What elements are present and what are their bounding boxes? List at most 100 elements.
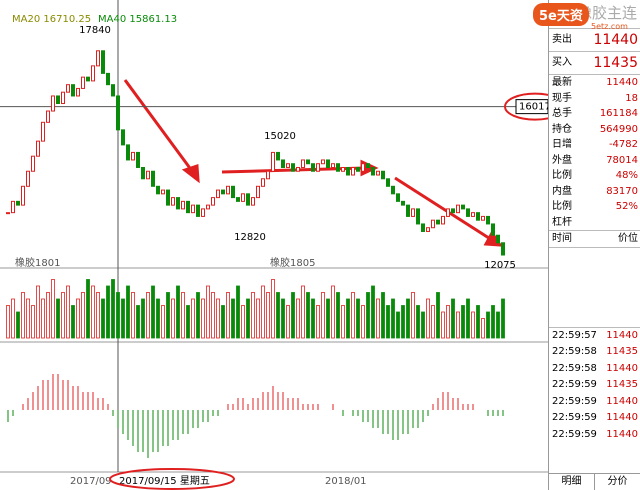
volume-bar bbox=[316, 305, 320, 339]
trade-price: 11435 bbox=[606, 379, 638, 390]
candle bbox=[6, 212, 10, 215]
candle bbox=[171, 197, 175, 206]
volume-bar bbox=[396, 311, 400, 339]
candle bbox=[381, 170, 385, 180]
volume-bar bbox=[111, 279, 115, 339]
volume-bar bbox=[201, 298, 205, 339]
quote-label: 最新 bbox=[552, 77, 572, 88]
volume-bar bbox=[321, 292, 325, 339]
volume-bar bbox=[281, 298, 285, 339]
candle bbox=[321, 159, 325, 165]
quote-label: 日增 bbox=[552, 139, 572, 150]
tab[interactable]: 分价 bbox=[595, 474, 640, 490]
volume-bar bbox=[401, 305, 405, 339]
candle bbox=[341, 166, 345, 172]
trade-price: 11440 bbox=[606, 395, 638, 407]
volume-bar bbox=[91, 285, 95, 339]
quote-value: -4782 bbox=[608, 139, 638, 150]
price-label: 12075 bbox=[484, 260, 516, 271]
quote-label: 比例 bbox=[552, 170, 572, 181]
volume-bar bbox=[166, 292, 170, 339]
volume-bar bbox=[421, 311, 425, 339]
candle bbox=[436, 219, 440, 225]
volume-bar bbox=[426, 298, 430, 339]
volume-bar bbox=[66, 285, 70, 339]
cursor-price: 16017 bbox=[519, 102, 548, 113]
volume-bar bbox=[261, 285, 265, 339]
trade-row: 22:59:59 11435 bbox=[549, 377, 640, 394]
ask: 11440 bbox=[593, 32, 638, 48]
candle bbox=[241, 193, 245, 202]
volume-bar bbox=[231, 298, 235, 339]
volume-bar bbox=[416, 305, 420, 339]
volume-bar bbox=[501, 298, 505, 339]
volume-bar bbox=[331, 285, 335, 339]
volume-bar bbox=[496, 311, 500, 339]
trades-header: 时间 价位 bbox=[549, 230, 640, 248]
volume-bar bbox=[206, 285, 210, 339]
candle bbox=[261, 178, 265, 187]
price-label: 17840 bbox=[79, 25, 111, 36]
chart-bg bbox=[0, 0, 548, 490]
candle bbox=[126, 144, 130, 161]
candle bbox=[106, 72, 110, 86]
candle bbox=[491, 223, 495, 236]
volume-bar bbox=[221, 305, 225, 339]
trade-row: 22:59:59 11440 bbox=[549, 394, 640, 411]
volume-bar bbox=[486, 311, 490, 339]
candle bbox=[231, 185, 235, 199]
volume-bar bbox=[286, 305, 290, 339]
tabs: 明细 分价 bbox=[549, 473, 640, 490]
volume-bar bbox=[131, 292, 135, 339]
candle bbox=[111, 84, 115, 97]
candle bbox=[351, 166, 355, 176]
trade-row: 22:59:57 11440 bbox=[549, 328, 640, 345]
volume-bar bbox=[191, 298, 195, 339]
volume-bar bbox=[101, 298, 105, 339]
trade-row: 22:59:59 11440 bbox=[549, 427, 640, 444]
candle bbox=[96, 50, 100, 67]
quote-label: 持仓 bbox=[552, 123, 572, 135]
candle bbox=[36, 140, 40, 157]
trades-header-cell: 价位 bbox=[618, 233, 638, 244]
candle bbox=[251, 197, 255, 206]
date-label: 2017/09/15 星期五 bbox=[119, 475, 210, 487]
candle bbox=[66, 84, 70, 93]
quote-value: 78014 bbox=[606, 154, 638, 166]
tab[interactable]: 明细 bbox=[549, 474, 595, 490]
candle bbox=[211, 197, 215, 206]
candle bbox=[426, 227, 430, 232]
candle bbox=[21, 185, 25, 206]
candle bbox=[326, 159, 330, 168]
volume-bar bbox=[241, 305, 245, 339]
candle bbox=[121, 129, 125, 146]
volume-bar bbox=[76, 298, 80, 339]
candle bbox=[336, 163, 340, 172]
candle bbox=[196, 204, 200, 217]
volume-bar bbox=[296, 298, 300, 339]
volume-bar bbox=[6, 305, 10, 339]
volume-bar bbox=[381, 292, 385, 339]
candle bbox=[481, 215, 485, 221]
candle bbox=[501, 242, 505, 256]
volume-bar bbox=[291, 292, 295, 339]
volume-bar bbox=[121, 298, 125, 339]
candle bbox=[216, 189, 220, 199]
bid: 11435 bbox=[593, 55, 638, 71]
volume-bar bbox=[346, 298, 350, 339]
volume-bar bbox=[441, 311, 445, 339]
volume-bar bbox=[456, 311, 460, 339]
candle bbox=[181, 200, 185, 210]
candle bbox=[246, 193, 250, 206]
volume-bar bbox=[141, 298, 145, 339]
volume-bar bbox=[276, 292, 280, 339]
candle bbox=[291, 163, 295, 172]
quote-row: 内盘 83170 bbox=[549, 184, 640, 200]
volume-bar bbox=[176, 285, 180, 339]
quote-panel: 橡胶主连 5e天资 5etz.com 卖出 11440 买入 11435 最新 114… bbox=[533, 0, 640, 490]
volume-bar bbox=[386, 305, 390, 339]
volume-bar bbox=[96, 292, 100, 339]
candle bbox=[346, 166, 350, 176]
candle bbox=[396, 193, 400, 202]
candle bbox=[271, 151, 275, 172]
